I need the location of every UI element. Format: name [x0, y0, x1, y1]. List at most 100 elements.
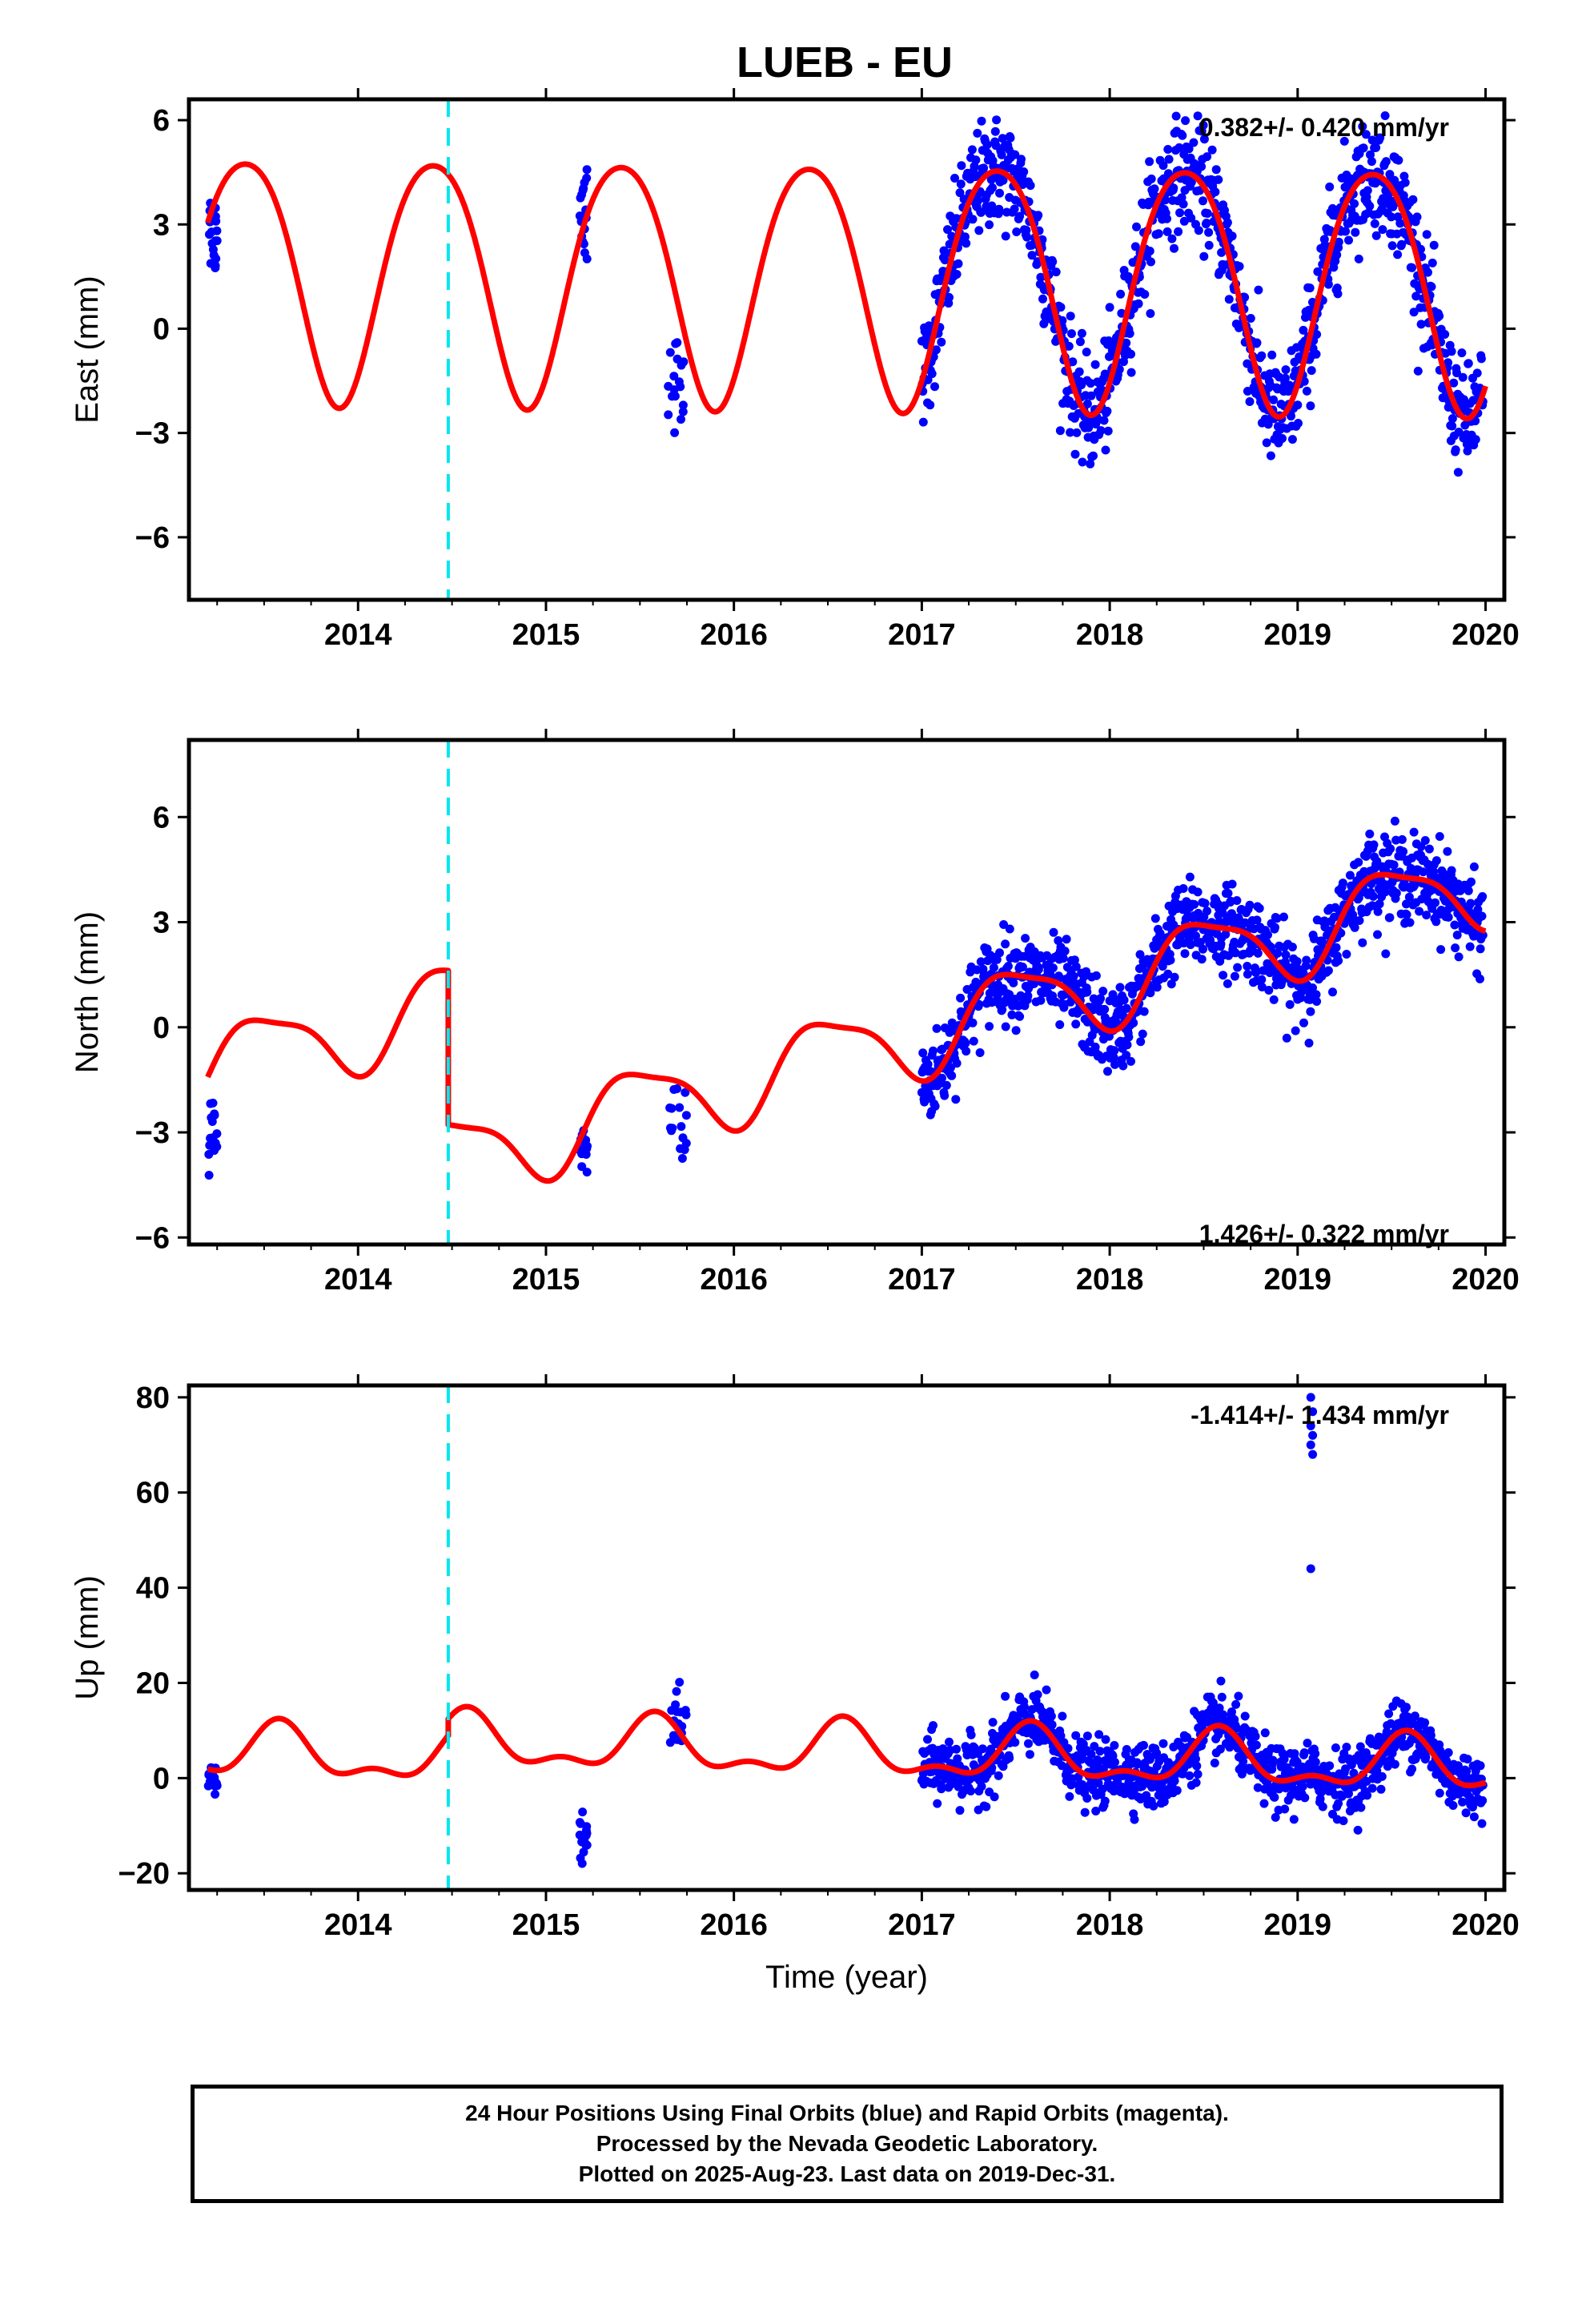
data-point: [1056, 303, 1066, 312]
data-point: [1001, 231, 1010, 241]
x-tick-label: 2019: [1264, 1908, 1332, 1942]
data-point: [1101, 1735, 1110, 1744]
data-point: [1308, 1407, 1318, 1417]
data-point: [1011, 1026, 1021, 1035]
data-point: [1140, 290, 1150, 299]
data-point: [1240, 292, 1250, 302]
data-point: [1281, 365, 1291, 375]
data-point: [1122, 1003, 1131, 1013]
data-point: [1308, 983, 1317, 992]
data-point: [1080, 1807, 1090, 1817]
data-point: [1462, 440, 1472, 449]
data-point: [1462, 1767, 1472, 1776]
data-point: [998, 134, 1007, 143]
data-point: [1376, 1784, 1386, 1794]
data-point: [1192, 1761, 1202, 1771]
data-point: [1090, 1025, 1099, 1035]
data-point: [1299, 1018, 1308, 1027]
data-point: [1100, 1796, 1110, 1806]
data-point: [1476, 944, 1485, 954]
data-point: [1386, 844, 1395, 854]
data-point: [1136, 1037, 1146, 1047]
data-point: [1443, 912, 1453, 922]
velocity-label: -1.414+/- 1.434 mm/yr: [1191, 1401, 1449, 1429]
data-point: [1138, 1029, 1147, 1039]
data-point: [1344, 1789, 1353, 1799]
data-point: [1071, 1019, 1081, 1029]
data-point: [1223, 979, 1232, 988]
data-point: [945, 292, 954, 302]
data-point: [956, 993, 966, 1003]
data-point: [1003, 962, 1013, 971]
data-point: [1385, 913, 1395, 923]
data-point: [1423, 267, 1432, 277]
data-point: [1450, 920, 1460, 930]
y-tick-label: −6: [135, 521, 170, 555]
data-point: [1458, 1797, 1468, 1807]
data-point: [923, 1059, 933, 1069]
data-point: [1178, 199, 1188, 209]
data-point: [579, 1848, 588, 1857]
data-point: [1098, 987, 1108, 996]
data-point: [933, 1799, 942, 1808]
data-point: [1145, 247, 1154, 255]
data-point: [1064, 341, 1074, 351]
data-point: [1435, 1788, 1444, 1798]
data-point: [1279, 912, 1288, 922]
data-point: [1230, 971, 1239, 981]
data-point: [1199, 944, 1207, 954]
data-point: [1252, 338, 1262, 348]
y-axis-label: North (mm): [70, 911, 105, 1073]
data-point: [1091, 971, 1101, 980]
data-point: [940, 1091, 950, 1100]
data-point: [937, 337, 946, 347]
data-point: [969, 1036, 978, 1046]
y-tick-label: −3: [135, 417, 170, 451]
data-point: [1312, 330, 1322, 340]
data-point: [1287, 943, 1297, 952]
data-points: [203, 1393, 1488, 1868]
data-point: [1126, 1056, 1135, 1066]
data-point: [923, 1735, 932, 1744]
data-point: [976, 957, 986, 967]
data-point: [968, 215, 978, 224]
data-point: [1424, 844, 1434, 854]
data-point: [1203, 152, 1212, 162]
data-point: [1431, 898, 1439, 907]
data-point: [1158, 1739, 1168, 1748]
data-point: [1116, 289, 1126, 299]
data-point: [1269, 395, 1279, 404]
data-point: [952, 214, 961, 223]
data-point: [1260, 1728, 1270, 1738]
data-point: [1204, 227, 1214, 237]
x-tick-label: 2020: [1452, 618, 1520, 652]
data-point: [209, 1773, 219, 1783]
data-point: [1407, 1764, 1417, 1774]
data-point: [988, 1718, 998, 1727]
data-point: [1234, 1691, 1243, 1701]
data-point: [1184, 144, 1194, 154]
data-point: [1066, 997, 1075, 1007]
data-point: [1006, 133, 1015, 143]
data-point: [1281, 950, 1291, 959]
data-point: [1306, 401, 1315, 411]
data-point: [1339, 1816, 1348, 1826]
data-point: [1072, 428, 1082, 437]
data-point: [1448, 1801, 1458, 1810]
x-tick-label: 2015: [512, 1263, 580, 1297]
data-point: [1199, 120, 1208, 130]
data-point: [1054, 971, 1063, 981]
data-point: [1216, 1676, 1226, 1686]
data-point: [1166, 979, 1176, 989]
data-point: [1163, 969, 1173, 979]
data-point: [1018, 963, 1027, 971]
data-point: [1454, 952, 1464, 962]
data-point: [1318, 1802, 1327, 1811]
model-curve: [205, 1703, 1488, 1789]
data-point: [1318, 938, 1327, 947]
data-point: [1350, 199, 1359, 208]
data-point: [1086, 391, 1096, 400]
data-point: [979, 163, 989, 173]
data-point: [211, 211, 220, 221]
data-point: [678, 407, 688, 416]
